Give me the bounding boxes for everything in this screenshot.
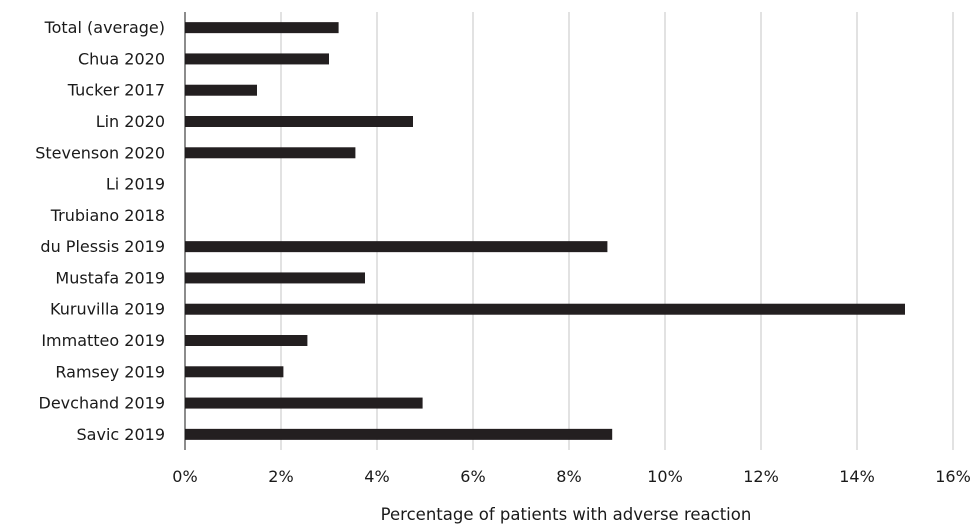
x-tick-label-3: 6% [460, 467, 485, 486]
category-labels: Total (average) Chua 2020 Tucker 2017 Lin 2… [35, 18, 165, 444]
bar-3 [185, 116, 413, 127]
x-tick-label-2: 4% [364, 467, 389, 486]
category-label-5: Li 2019 [106, 175, 165, 194]
x-tick-label-4: 8% [556, 467, 581, 486]
x-tick-label-5: 10% [647, 467, 683, 486]
x-tick-label-0: 0% [172, 467, 197, 486]
x-tick-label-7: 14% [839, 467, 875, 486]
category-label-8: Mustafa 2019 [55, 268, 165, 287]
category-label-3: Lin 2020 [96, 112, 165, 131]
x-tick-label-8: 16% [935, 467, 971, 486]
category-label-11: Ramsey 2019 [55, 362, 165, 381]
category-label-13: Savic 2019 [77, 425, 165, 444]
bar-13 [185, 428, 613, 440]
bar-0 [185, 22, 339, 34]
bar-2 [185, 84, 257, 96]
category-label-1: Chua 2020 [78, 49, 165, 68]
bar-9 [185, 303, 905, 315]
bar-4 [185, 147, 356, 159]
category-label-7: du Plessis 2019 [40, 237, 165, 256]
bar-10 [185, 335, 308, 346]
x-tick-label-1: 2% [268, 467, 293, 486]
category-label-6: Trubiano 2018 [50, 206, 165, 225]
category-label-0: Total (average) [44, 18, 165, 37]
bar-8 [185, 272, 365, 284]
bar-12 [185, 397, 423, 409]
category-label-10: Immatteo 2019 [41, 331, 165, 350]
x-axis-title: Percentage of patients with adverse reac… [381, 505, 752, 524]
category-label-4: Stevenson 2020 [35, 143, 165, 162]
bar-1 [185, 53, 329, 65]
category-label-2: Tucker 2017 [67, 81, 165, 100]
category-label-12: Devchand 2019 [39, 394, 165, 413]
x-tick-label-6: 12% [743, 467, 779, 486]
bar-7 [185, 241, 608, 253]
category-label-9: Kuruvilla 2019 [50, 300, 165, 319]
grid-lines [280, 12, 954, 450]
bar-11 [185, 366, 284, 378]
bars [185, 22, 905, 440]
x-tick-labels: 0% 2% 4% 6% 8% 10% 12% 14% 16% [172, 467, 970, 486]
